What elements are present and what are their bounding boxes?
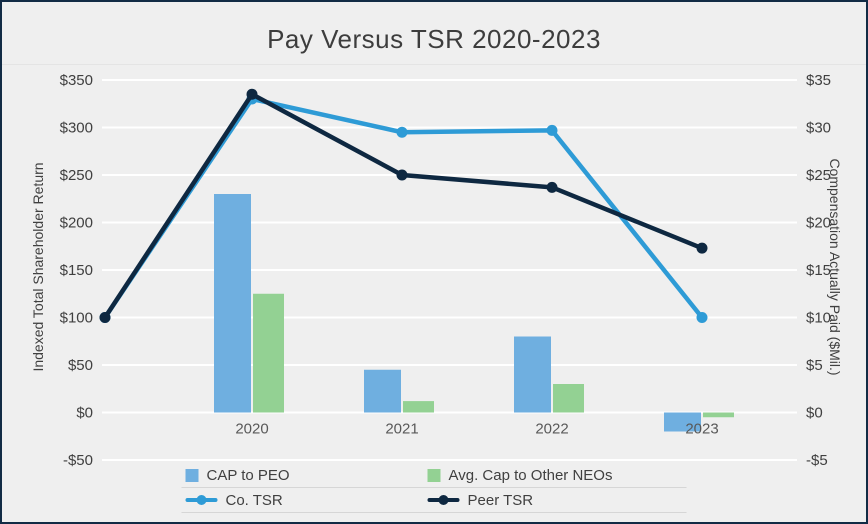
marker-peer-tsr — [696, 242, 708, 254]
marker-peer-tsr — [246, 88, 258, 100]
legend-line-icon-peer-tsr — [427, 493, 460, 507]
legend-label-peer-tsr: Peer TSR — [467, 491, 534, 509]
legend-line-dot-peer-tsr — [438, 495, 449, 505]
legend-label-avg-cap-neos: Avg. Cap to Other NEOs — [448, 466, 613, 484]
x-axis-label: 2021 — [385, 421, 418, 438]
y-axis-tick-right: $15 — [806, 262, 831, 279]
bar-avg-cap-to-other-neos — [403, 401, 434, 413]
legend-item-co-tsr: Co. TSR — [181, 488, 424, 513]
y-axis-tick-right: $10 — [806, 310, 831, 327]
x-axis-label: 2020 — [235, 421, 268, 438]
marker-peer-tsr — [396, 169, 408, 181]
y-axis-tick-left: $150 — [60, 262, 93, 279]
bar-avg-cap-to-other-neos — [253, 293, 284, 413]
bar-cap-to-peo — [214, 194, 251, 413]
bar-cap-to-peo — [364, 369, 401, 413]
legend-item-avg-cap-neos: Avg. Cap to Other NEOs — [423, 463, 687, 488]
legend-label-cap-to-peo: CAP to PEO — [206, 466, 290, 484]
legend-row-lines: Co. TSR Peer TSR — [181, 488, 687, 513]
legend: CAP to PEO Avg. Cap to Other NEOs Co. TS… — [181, 463, 687, 513]
y-axis-tick-right: $0 — [806, 405, 823, 422]
marker-peer-tsr — [546, 181, 558, 193]
y-axis-tick-left: $250 — [60, 167, 93, 184]
bar-avg-cap-to-other-neos — [553, 384, 584, 413]
y-axis-tick-left: $100 — [60, 310, 93, 327]
y-axis-tick-left: -$50 — [63, 452, 93, 469]
legend-label-co-tsr: Co. TSR — [225, 491, 283, 509]
y-axis-tick-right: $30 — [806, 120, 831, 137]
y-axis-tick-right: $20 — [806, 215, 831, 232]
marker-peer-tsr — [99, 312, 111, 323]
marker-co-tsr — [546, 124, 558, 136]
chart-title: Pay Versus TSR 2020-2023 — [267, 24, 601, 54]
y-axis-tick-left: $200 — [60, 215, 93, 232]
y-axis-tick-right: $35 — [806, 72, 831, 89]
y-axis-tick-right: $25 — [806, 167, 831, 184]
legend-swatch-cap-to-peo — [185, 468, 199, 482]
marker-co-tsr — [696, 312, 708, 323]
y-axis-tick-left: $300 — [60, 120, 93, 137]
bar-avg-cap-to-other-neos — [703, 412, 734, 418]
legend-swatch-avg-cap-neos — [427, 468, 441, 482]
marker-co-tsr — [396, 126, 408, 138]
legend-line-dot-co-tsr — [196, 495, 207, 505]
y-axis-tick-left: $50 — [68, 357, 93, 374]
y-axis-tick-left: $350 — [60, 72, 93, 89]
bar-cap-to-peo — [514, 336, 551, 413]
legend-item-cap-to-peo: CAP to PEO — [181, 463, 424, 488]
bar-cap-to-peo — [664, 412, 701, 432]
y-axis-tick-right: -$5 — [806, 452, 828, 469]
legend-item-peer-tsr: Peer TSR — [423, 488, 687, 513]
legend-row-bars: CAP to PEO Avg. Cap to Other NEOs — [181, 463, 687, 488]
title-divider — [2, 64, 866, 65]
y-axis-tick-right: $5 — [806, 357, 823, 374]
x-axis-label: 2022 — [535, 421, 568, 438]
y-axis-tick-left: $0 — [76, 405, 93, 422]
legend-line-icon-co-tsr — [185, 493, 218, 507]
x-axis-label: 2023 — [685, 421, 718, 438]
